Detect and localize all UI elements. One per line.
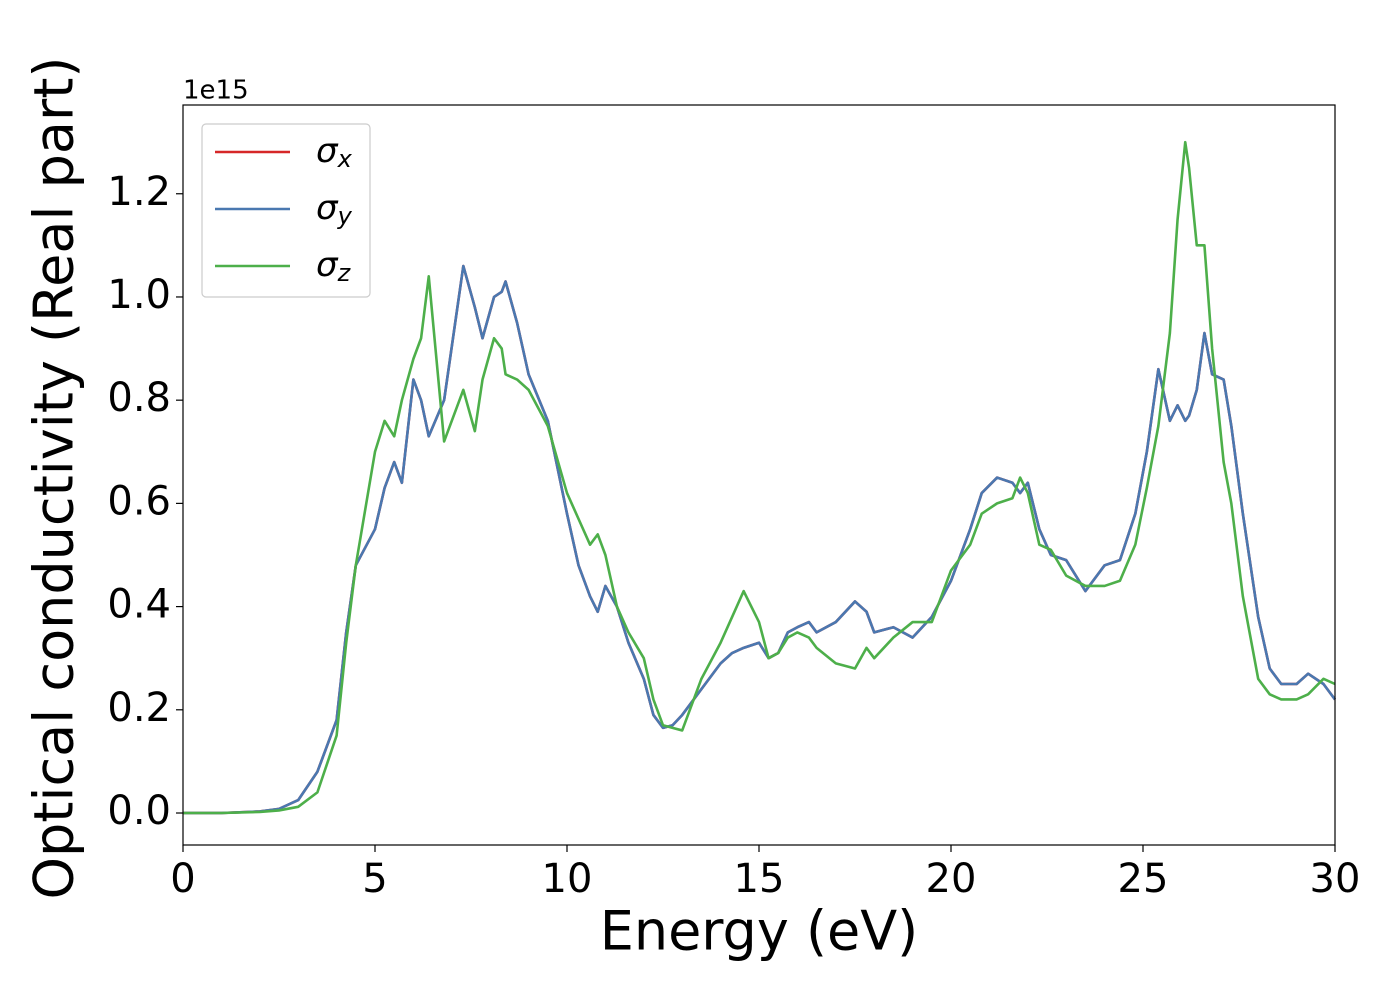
legend-subscript: z — [337, 259, 352, 287]
legend-symbol: σ — [316, 188, 339, 228]
data-line — [183, 140, 1336, 815]
data-line — [183, 264, 1337, 815]
y-tick-label: 0.8 — [107, 375, 171, 421]
y-offset-label: 1e15 — [183, 76, 249, 106]
x-tick-label: 20 — [926, 856, 977, 902]
y-tick-label: 1.2 — [107, 169, 171, 215]
legend-subscript: x — [337, 145, 353, 173]
data-line — [183, 264, 1337, 815]
legend-symbol: σ — [316, 131, 339, 171]
plot-lines — [183, 140, 1337, 815]
x-tick-label: 5 — [362, 856, 387, 902]
y-axis-label: Optical conductivity (Real part) — [23, 57, 86, 900]
x-tick-label: 30 — [1310, 856, 1361, 902]
x-tick-label: 10 — [542, 856, 593, 902]
plot-frame — [182, 104, 1336, 846]
y-tick-label: 0.2 — [107, 685, 171, 731]
legend-box — [201, 123, 371, 298]
x-tick-label: 0 — [170, 856, 195, 902]
legend-label: σy — [316, 188, 353, 231]
x-tick-label: 15 — [734, 856, 785, 902]
y-tick-label: 0.0 — [107, 788, 171, 834]
legend-subscript: y — [337, 202, 353, 230]
y-tick-label: 0.6 — [107, 478, 171, 524]
x-axis-label: Energy (eV) — [600, 900, 919, 963]
legend-symbol: σ — [316, 245, 339, 285]
y-tick-label: 1.0 — [107, 272, 171, 318]
x-tick-label: 25 — [1118, 856, 1169, 902]
legend-label: σx — [316, 131, 353, 174]
legend-label: σz — [316, 245, 352, 288]
y-tick-label: 0.4 — [107, 582, 171, 628]
